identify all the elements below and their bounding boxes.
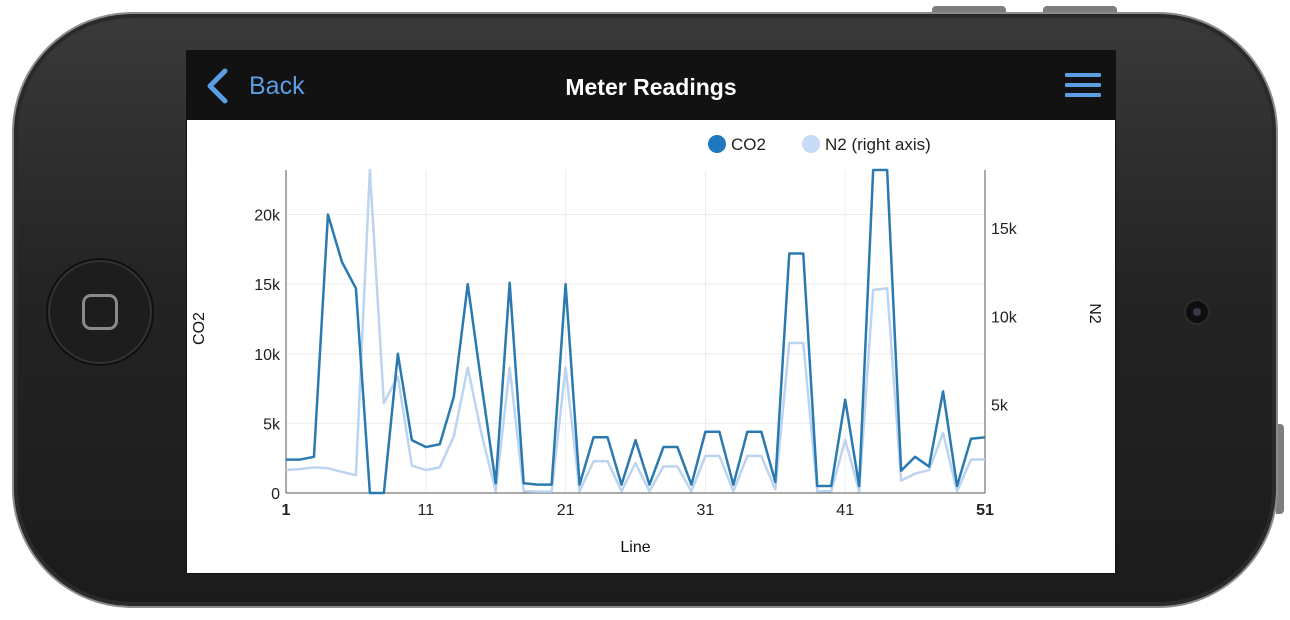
app-screen: Back Meter Readings 1 11 21 31 41 51 0 5k 10k 15k… [186,50,1116,574]
legend-label-co2: CO2 [731,135,766,154]
chart-series [285,168,986,495]
left-tick-label: 0 [271,486,280,503]
home-square-icon [82,294,118,330]
chevron-left-icon [207,68,228,104]
series-line-n2 [285,168,985,493]
back-button[interactable]: Back [205,66,305,106]
left-tick-label: 5k [263,416,281,433]
navigation-bar: Back Meter Readings [187,51,1115,120]
left-axis-title: CO2 [191,312,208,345]
x-tick-label: 1 [282,502,291,519]
legend-marker-n2 [802,135,820,153]
x-tick-label: 21 [557,502,575,519]
power-button[interactable] [1276,424,1284,514]
volume-up-button[interactable] [932,6,1006,14]
chart-grid [285,170,986,494]
right-axis-title: N2 [1086,303,1103,324]
chart-container: 1 11 21 31 41 51 0 5k 10k 15k 20k 5k 10k 15k Line CO2 N2… [187,120,1115,573]
x-tick-label: 41 [836,502,854,519]
hamburger-menu-icon[interactable] [1065,71,1101,99]
back-label: Back [249,72,305,100]
right-tick-label: 15k [991,221,1018,238]
left-tick-label: 15k [254,277,281,294]
page-title: Meter Readings [565,74,737,100]
left-tick-label: 10k [254,347,281,364]
chart-axes [285,170,986,494]
x-tick-label: 51 [976,502,994,519]
x-tick-label: 11 [417,502,434,519]
right-tick-label: 5k [991,398,1009,415]
front-camera [1186,301,1208,323]
x-tick-label: 31 [697,502,715,519]
x-axis-title: Line [620,539,650,556]
chart-legend: CO2 N2 (right axis) [708,135,931,154]
volume-down-button[interactable] [1043,6,1117,14]
series-line-co2 [286,168,986,495]
home-button[interactable] [46,258,154,366]
left-tick-label: 20k [254,208,281,225]
legend-label-n2: N2 (right axis) [825,135,931,154]
right-tick-label: 10k [991,309,1018,326]
legend-marker-co2 [708,135,726,153]
